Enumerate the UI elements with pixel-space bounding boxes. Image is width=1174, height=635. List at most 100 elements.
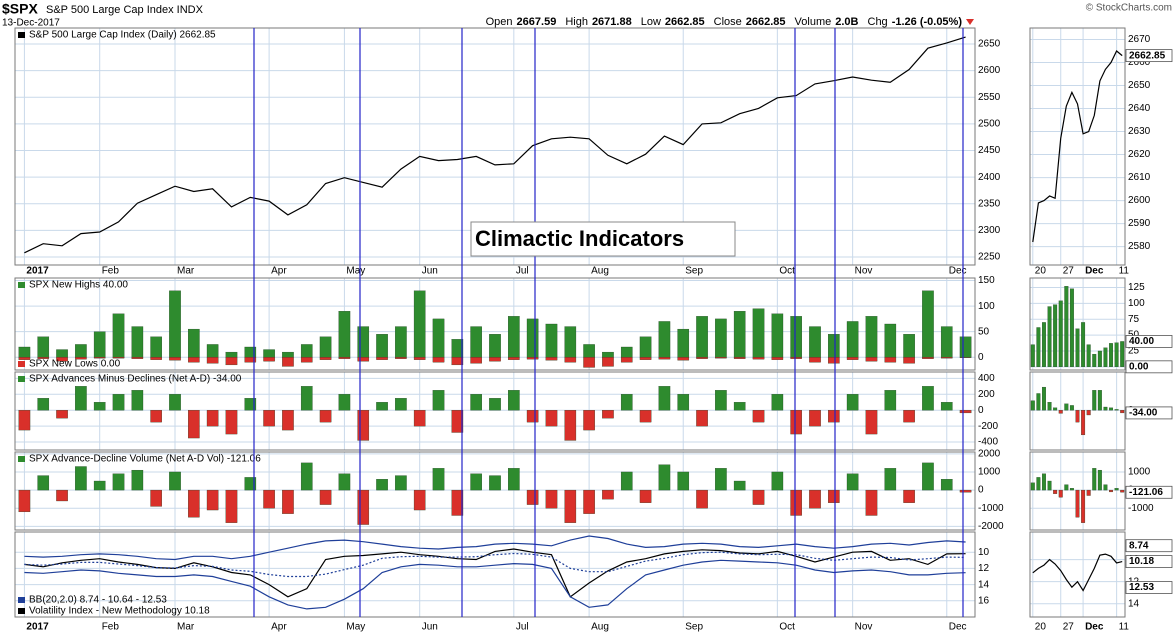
- y-tick-label: 2650: [1128, 80, 1151, 91]
- x-tick-label: 20: [1035, 622, 1047, 633]
- bar: [338, 394, 351, 411]
- bar: [188, 328, 200, 358]
- bar: [1103, 406, 1108, 411]
- bar: [677, 357, 690, 361]
- bar: [940, 326, 953, 358]
- bar: [545, 489, 558, 509]
- bar: [93, 480, 106, 491]
- bar: [526, 318, 539, 358]
- y-tick-label: 0: [978, 485, 984, 496]
- bar: [225, 489, 238, 523]
- y-tick-label: 2500: [978, 119, 1001, 130]
- bar: [715, 390, 727, 411]
- bar: [1058, 300, 1063, 367]
- legend-label: SPX New Highs 40.00: [29, 280, 128, 291]
- bar: [771, 471, 784, 491]
- bar: [903, 410, 915, 423]
- bar: [1092, 390, 1097, 411]
- y-tick-label: 50: [978, 326, 990, 337]
- bar: [395, 475, 407, 491]
- bar: [131, 326, 144, 358]
- y-tick-label: 0: [978, 352, 984, 363]
- bar: [696, 357, 708, 359]
- last-value-label: 12.53: [1129, 582, 1154, 593]
- y-tick-label: 2660: [1128, 57, 1151, 68]
- bar: [508, 390, 520, 411]
- line-series: [24, 36, 966, 254]
- panel-frame: [1029, 451, 1126, 531]
- quote-value: 2671.88: [592, 16, 632, 28]
- bar: [733, 311, 746, 358]
- y-tick-label: 2450: [978, 145, 1001, 156]
- bar: [1081, 322, 1086, 367]
- y-tick-label: 16: [978, 595, 990, 606]
- bar: [865, 316, 878, 358]
- bar: [771, 394, 784, 411]
- bar: [602, 351, 614, 358]
- legend-swatch: [18, 282, 25, 288]
- legend-label: Volatility Index - New Methodology 10.18: [29, 606, 210, 617]
- bar: [1069, 488, 1074, 491]
- bar: [395, 357, 407, 359]
- bar: [470, 394, 482, 411]
- bar: [733, 402, 746, 411]
- x-tick-label: 2017: [26, 622, 49, 633]
- bar: [244, 477, 257, 491]
- bar: [18, 410, 31, 431]
- bar: [790, 357, 802, 359]
- y-tick-label: 1000: [978, 467, 1001, 478]
- bar: [545, 357, 558, 361]
- bar: [489, 334, 501, 358]
- bar: [677, 328, 690, 358]
- bar: [282, 357, 294, 367]
- bar: [828, 357, 840, 364]
- bar: [865, 410, 878, 435]
- x-tick-label: Sep: [685, 622, 703, 633]
- bar: [620, 346, 633, 358]
- y-tick-label: 14: [978, 579, 990, 590]
- x-tick-label: Aug: [591, 266, 609, 277]
- bar: [225, 357, 238, 366]
- bar: [959, 410, 972, 414]
- bar: [602, 410, 614, 419]
- bar: [809, 357, 821, 363]
- bar: [263, 357, 275, 362]
- bar: [677, 471, 690, 491]
- bar: [1109, 343, 1113, 367]
- bar: [451, 410, 464, 433]
- bar: [451, 489, 464, 516]
- bar: [733, 357, 746, 359]
- bar: [922, 357, 934, 359]
- bar: [696, 316, 708, 358]
- bar: [508, 316, 520, 358]
- bar: [1086, 489, 1091, 496]
- bar: [809, 489, 821, 509]
- bar: [1109, 407, 1113, 411]
- x-tick-label: Sep: [685, 266, 703, 277]
- last-value-box: [1125, 335, 1173, 348]
- bar: [959, 357, 972, 358]
- y-tick-label: 400: [978, 373, 995, 384]
- x-tick-label: Feb: [102, 266, 120, 277]
- bar: [526, 489, 539, 505]
- x-tick-label: 20: [1035, 266, 1047, 277]
- bar: [75, 466, 87, 491]
- quote-value: 2.0B: [835, 16, 858, 28]
- bar: [602, 489, 614, 500]
- bar: [1092, 353, 1097, 367]
- bar: [206, 410, 219, 427]
- bar: [489, 475, 501, 491]
- x-tick-label: 11: [1119, 622, 1130, 633]
- x-tick-label: Jul: [516, 266, 529, 277]
- x-tick-label: Dec: [949, 266, 967, 277]
- bar: [1081, 489, 1086, 523]
- bar: [169, 290, 181, 358]
- bar: [583, 489, 595, 514]
- bar: [526, 357, 539, 360]
- annotation-box: [470, 221, 736, 257]
- bar: [112, 473, 125, 491]
- bar: [677, 394, 690, 411]
- bar: [583, 357, 595, 368]
- bar: [828, 489, 840, 503]
